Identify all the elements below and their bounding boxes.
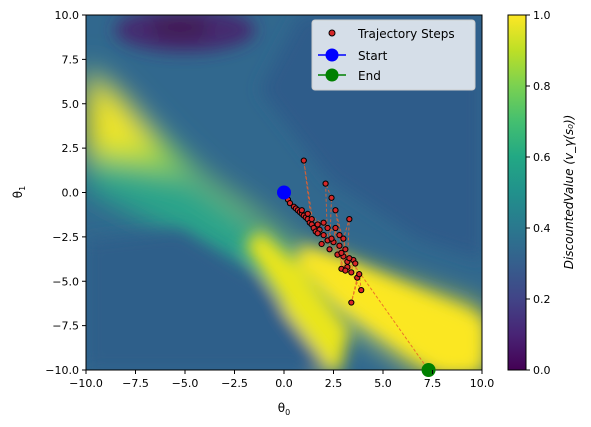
trajectory-point xyxy=(356,271,363,278)
colorbar-label: DiscountedValue (v_γ(s₀)) xyxy=(562,115,576,270)
trajectory-point xyxy=(328,235,335,242)
trajectory-point xyxy=(340,235,347,242)
trajectory-point xyxy=(348,269,355,276)
trajectory-point xyxy=(332,224,339,232)
legend-label-start: Start xyxy=(358,49,388,63)
trajectory-point xyxy=(342,246,349,253)
trajectory-point xyxy=(320,219,327,226)
x-tick-label: 2.5 xyxy=(325,377,343,390)
colorbar-tick-label: 0.6 xyxy=(533,151,551,164)
x-tick-label: −2.5 xyxy=(221,377,248,390)
colorbar-tick-label: 0.4 xyxy=(533,222,551,235)
x-tick-label: 0.0 xyxy=(275,377,293,390)
trajectory-point xyxy=(342,267,349,274)
end-marker xyxy=(421,363,436,377)
y-tick-label: −10.0 xyxy=(45,364,79,377)
trajectory-point xyxy=(338,249,345,256)
trajectory-point xyxy=(300,157,307,164)
legend-box xyxy=(311,19,476,91)
y-tick-label: 0.0 xyxy=(62,187,80,200)
trajectory-point xyxy=(336,232,343,239)
start-marker xyxy=(277,185,291,200)
x-tick-label: −7.5 xyxy=(122,377,149,390)
trajectory-point xyxy=(332,207,339,214)
colorbar-tick-label: 1.0 xyxy=(533,9,551,22)
x-tick-label: 7.5 xyxy=(424,377,442,390)
colorbar-tick-label: 0.0 xyxy=(533,364,551,377)
legend-end-marker xyxy=(325,68,339,82)
trajectory-point xyxy=(328,194,335,201)
trajectory-point xyxy=(348,299,355,306)
trajectory-point xyxy=(322,180,329,187)
trajectory-point xyxy=(324,224,331,232)
y-tick-label: −5.0 xyxy=(52,275,79,288)
trajectory-point xyxy=(318,240,325,248)
legend: Trajectory Steps Start End xyxy=(311,19,476,91)
trajectory-point xyxy=(336,242,343,249)
y-tick-label: −7.5 xyxy=(52,320,79,333)
x-tick-label: 10.0 xyxy=(470,377,495,390)
colorbar-tick-label: 0.8 xyxy=(533,80,551,93)
trajectory-point xyxy=(326,246,333,253)
legend-start-marker xyxy=(325,48,339,62)
y-tick-label: 7.5 xyxy=(62,53,80,66)
colorbar xyxy=(507,14,527,371)
x-tick-label: −5.0 xyxy=(172,377,199,390)
trajectory-point xyxy=(308,216,315,223)
trajectory-point xyxy=(298,207,305,214)
x-tick-label: −10.0 xyxy=(69,377,103,390)
y-axis-label: θ1 xyxy=(11,186,27,198)
y-tick-label: 5.0 xyxy=(62,98,80,111)
colorbar-axis: 0.0 0.2 0.4 0.6 0.8 1.0 xyxy=(526,9,551,377)
colorbar-tick-label: 0.2 xyxy=(533,293,551,306)
trajectory-point xyxy=(304,210,311,217)
trajectory-point xyxy=(286,200,294,207)
trajectory-point xyxy=(314,221,321,228)
trajectory-point xyxy=(346,255,353,262)
legend-label-end: End xyxy=(358,69,381,83)
legend-label-trajectory: Trajectory Steps xyxy=(357,27,455,41)
y-tick-label: −2.5 xyxy=(52,231,79,244)
trajectory-layer xyxy=(280,157,432,370)
trajectory-point xyxy=(352,260,359,267)
trajectory-point xyxy=(358,287,365,294)
x-axis: −10.0 −7.5 −5.0 −2.5 0.0 2.5 5.0 7.5 10.0 xyxy=(69,370,494,390)
legend-trajectory-marker xyxy=(328,29,336,37)
y-axis: 10.0 7.5 5.0 2.5 0.0 −2.5 −5.0 −7.5 −10.0 xyxy=(45,9,86,377)
trajectory-point xyxy=(320,232,327,239)
y-tick-label: 10.0 xyxy=(55,9,80,22)
x-axis-label: θ0 xyxy=(278,401,290,417)
x-tick-label: 5.0 xyxy=(374,377,392,390)
trajectory-point xyxy=(346,216,353,223)
y-tick-label: 2.5 xyxy=(62,142,80,155)
trajectory-point xyxy=(314,230,321,237)
